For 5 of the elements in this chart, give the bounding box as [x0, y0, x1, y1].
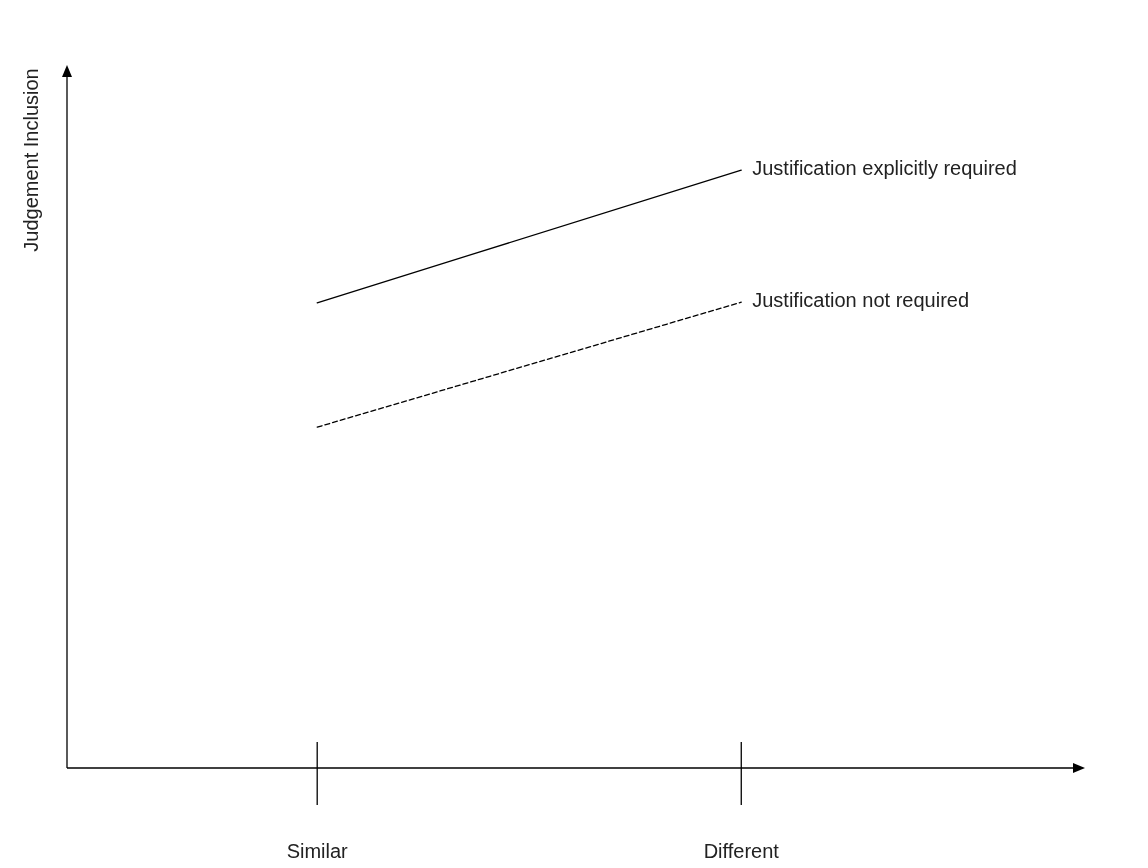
series-label: Justification explicitly required: [752, 157, 1017, 180]
x-tick-label: Different: [703, 840, 780, 862]
y-axis-title: Judgement Inclusion: [20, 68, 42, 252]
series-label: Justification not required: [752, 289, 970, 312]
x-tick-label: Similar: [286, 840, 349, 862]
